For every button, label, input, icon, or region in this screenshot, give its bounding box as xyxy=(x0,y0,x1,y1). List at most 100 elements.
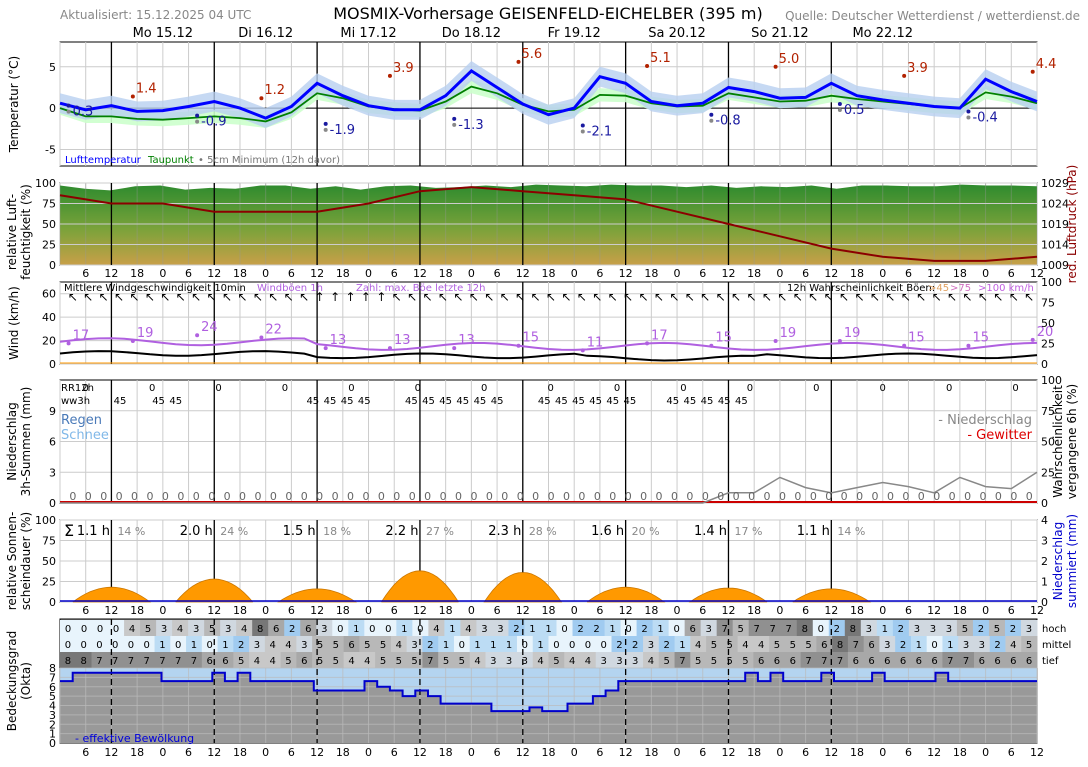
cloud-cell-value: 5 xyxy=(1026,640,1032,651)
legend-gust: Windböen 1h xyxy=(257,283,323,294)
day-label: Fr 19.12 xyxy=(548,26,601,41)
cloud-cell-value: 3 xyxy=(866,624,872,635)
cloud-cell-value: 0 xyxy=(625,624,631,635)
cloud-cell-value: 4 xyxy=(758,640,764,651)
cloud-cell xyxy=(236,620,253,636)
legend-dew: Taupunkt xyxy=(147,155,194,166)
cloud-cell xyxy=(422,636,439,652)
daily-sun-percent: 14 % xyxy=(837,525,865,538)
gust-label: 17 xyxy=(651,328,668,343)
cloud-cell-value: 5 xyxy=(727,640,733,651)
cloud-cell xyxy=(428,620,445,636)
cloud-cell-value: 7 xyxy=(947,656,953,667)
cloud-cell-value: 7 xyxy=(853,640,859,651)
cloud-cell xyxy=(832,652,849,668)
cloud-cell-value: 0 xyxy=(143,640,149,651)
min-label: -2.1 xyxy=(587,124,612,139)
gust-label: 20 xyxy=(1037,325,1054,340)
cloud-cell xyxy=(1005,652,1022,668)
min-dot xyxy=(323,121,328,126)
cloud-cell xyxy=(784,636,802,652)
daily-sun-percent: 27 % xyxy=(426,525,454,538)
wind-arrow: ↖ xyxy=(515,290,525,304)
cloud-cell-value: 2 xyxy=(834,624,840,635)
hour-tick: 6 xyxy=(82,746,89,759)
legend-thunder: - Gewitter xyxy=(967,428,1032,443)
cloud-cell xyxy=(721,636,739,652)
cloud-cell-value: 2 xyxy=(1010,624,1016,635)
gust-label: 19 xyxy=(780,326,797,341)
cloud-cell-value: 5 xyxy=(145,624,151,635)
hour-tick: 0 xyxy=(674,746,681,759)
y-tick-label: 1009 xyxy=(1041,259,1069,272)
wind-arrow: ↖ xyxy=(824,290,834,304)
hour-tick: 6 xyxy=(185,267,192,280)
cloud-cell-value: 1 xyxy=(537,640,543,651)
gust-dot xyxy=(1030,337,1035,342)
hour-tick: 0 xyxy=(262,604,269,617)
cloud-cell xyxy=(380,620,397,636)
hour-tick: 12 xyxy=(824,267,838,280)
cloud-cell-value: 6 xyxy=(348,640,354,651)
cloud-cell-value: 5 xyxy=(738,624,744,635)
cloud-cell xyxy=(375,652,392,668)
uncertainty-band xyxy=(60,80,1037,128)
hour-tick: 12 xyxy=(927,746,941,759)
hour-tick: 6 xyxy=(288,604,295,617)
ww-code: 45 xyxy=(589,396,602,407)
sun-area xyxy=(175,578,254,603)
cloud-cell-value: 5 xyxy=(380,656,386,667)
cloud-cell xyxy=(170,652,187,668)
hour-tick: 18 xyxy=(130,746,144,759)
cloud-cell-value: 3 xyxy=(225,624,231,635)
wind-arrow: ↖ xyxy=(947,290,957,304)
legend-gust-prob: 12h Wahrscheinlichkeit Böen: xyxy=(787,283,935,294)
cloud-cell-value: 6 xyxy=(774,656,780,667)
ww-code: 45 xyxy=(555,396,568,407)
cloud-cell-value: 5 xyxy=(380,640,386,651)
cloud-row-label: hoch xyxy=(1042,624,1066,635)
precip-value: 0 xyxy=(856,490,863,503)
cloud-cell xyxy=(375,636,392,652)
cloud-cell xyxy=(989,636,1006,652)
hour-tick: 12 xyxy=(619,604,633,617)
cloud-cell xyxy=(138,636,156,652)
cloud-cell xyxy=(572,620,590,636)
cloud-cell-value: 5 xyxy=(396,656,402,667)
wind-arrow: ↑ xyxy=(376,290,386,304)
cloud-cell xyxy=(438,652,455,668)
cloud-cell-value: 5 xyxy=(411,656,417,667)
ground-min-dot xyxy=(66,109,71,114)
cloud-cell xyxy=(636,620,654,636)
y-tick-label: 0 xyxy=(49,596,56,609)
cloud-cell-value: 4 xyxy=(474,656,480,667)
updated-text: Aktualisiert: 15.12.2025 04 UTC xyxy=(60,8,251,22)
effective-cloud-line xyxy=(60,671,1037,713)
ww-label: ww3h xyxy=(61,396,90,407)
cloud-cell-value: 6 xyxy=(900,656,906,667)
cloud-cell xyxy=(769,636,786,652)
gust-label: 15 xyxy=(908,331,925,346)
precip-value: 0 xyxy=(640,490,647,503)
hour-tick: 6 xyxy=(82,604,89,617)
cloud-cell xyxy=(412,620,429,636)
cloud-cell xyxy=(828,620,846,636)
wind-arrow: ↖ xyxy=(83,290,93,304)
precip-value: 0 xyxy=(964,490,971,503)
day-label: Mo 15.12 xyxy=(133,26,194,41)
cloud-cell-value: 5 xyxy=(364,640,370,651)
wind-arrow: ↖ xyxy=(608,290,618,304)
y-tick-label: 1029 xyxy=(1041,177,1069,190)
cloud-cell xyxy=(627,636,644,652)
y-tick-label: 100 xyxy=(1041,374,1062,387)
cloud-cell xyxy=(91,636,108,652)
daily-sun-hours: 1.6 h xyxy=(591,524,624,539)
cloud-cell xyxy=(643,636,660,652)
gust-dot xyxy=(195,333,200,338)
y-tick-label: 4 xyxy=(49,700,56,713)
y-tick-label: 1 xyxy=(1041,576,1048,589)
cloud-cell xyxy=(876,620,894,636)
cloud-cell xyxy=(343,652,360,668)
cloud-cell-value: 5 xyxy=(238,656,244,667)
